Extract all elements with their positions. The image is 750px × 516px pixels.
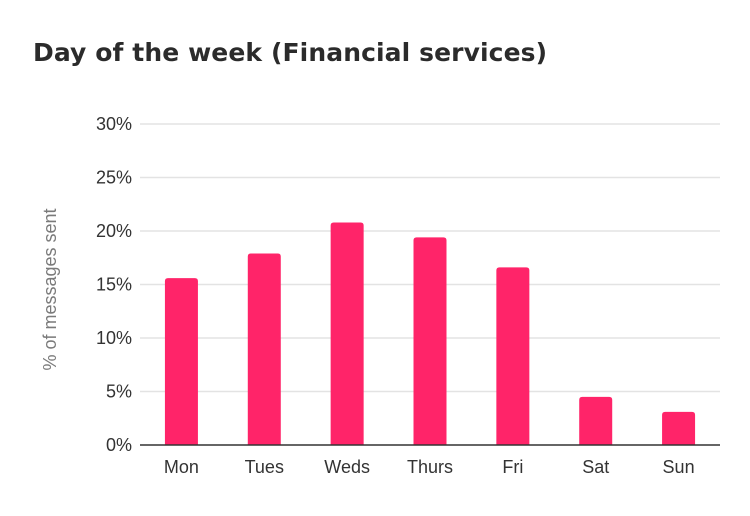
chart-title: Day of the week (Financial services) [33, 38, 548, 67]
bar-sun [662, 411, 696, 445]
y-axis-tick-labels: 0% 5% 10% 15% 20% 25% 30% [96, 114, 132, 455]
bar-mon [164, 278, 198, 445]
x-tick-label-sun: Sun [663, 457, 695, 477]
y-axis-title: % of messages sent [40, 208, 60, 370]
x-tick-label-fri: Fri [502, 457, 523, 477]
bars [164, 222, 696, 445]
x-tick-label-mon: Mon [164, 457, 199, 477]
x-tick-label-tues: Tues [245, 457, 284, 477]
y-tick-label: 10% [96, 328, 132, 348]
y-tick-label: 25% [96, 168, 132, 188]
y-tick-label: 5% [106, 382, 132, 402]
y-tick-label: 0% [106, 435, 132, 455]
bar-thurs [413, 237, 447, 445]
bar-weds [330, 222, 364, 445]
y-tick-label: 15% [96, 275, 132, 295]
x-tick-label-thurs: Thurs [407, 457, 453, 477]
x-axis-tick-labels: Mon Tues Weds Thurs Fri Sat Sun [164, 457, 695, 477]
bar-sat [579, 396, 613, 445]
bar-tues [247, 253, 281, 445]
y-tick-label: 20% [96, 221, 132, 241]
y-tick-label: 30% [96, 114, 132, 134]
x-tick-label-weds: Weds [324, 457, 370, 477]
x-tick-label-sat: Sat [582, 457, 609, 477]
bar-fri [496, 267, 530, 445]
